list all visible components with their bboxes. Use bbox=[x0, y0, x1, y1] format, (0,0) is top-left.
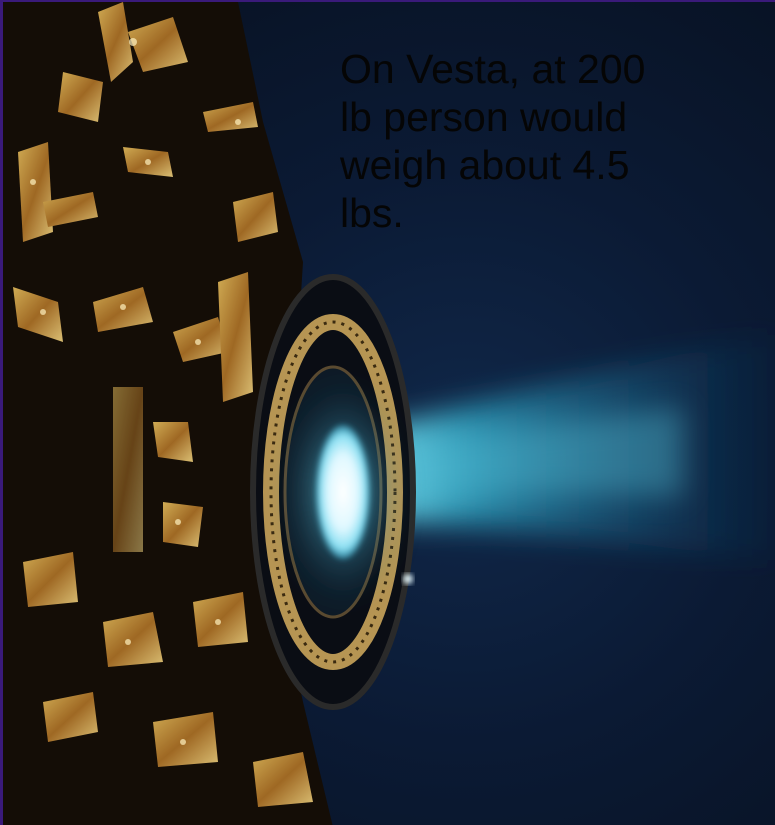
ion-plume-icon bbox=[363, 332, 775, 562]
caption-text: On Vesta, at 200 lb person would weigh a… bbox=[340, 46, 720, 238]
thruster-ring-icon bbox=[253, 277, 413, 707]
